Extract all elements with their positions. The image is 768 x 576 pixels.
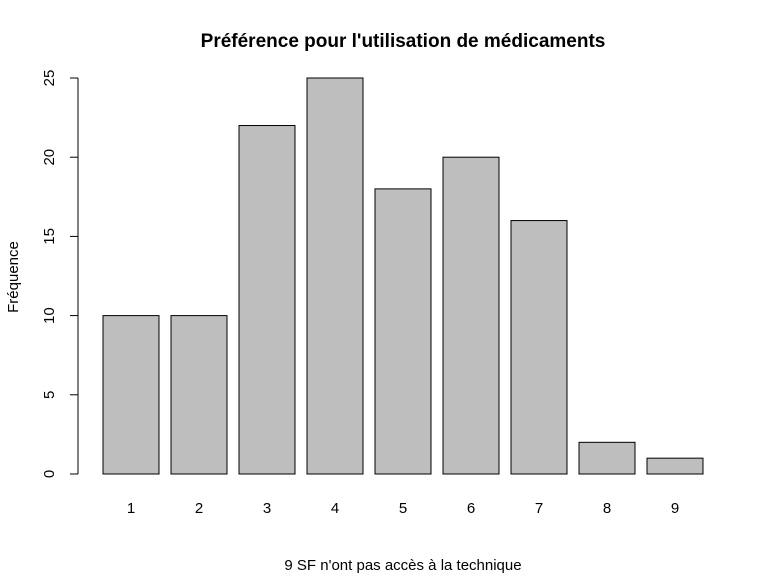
- y-tick-label: 10: [41, 307, 58, 324]
- bar-4: [306, 77, 364, 475]
- bar-1: [102, 315, 160, 475]
- x-tick-label: 9: [671, 500, 679, 517]
- x-tick-label: 5: [399, 500, 407, 517]
- bar-3: [238, 125, 296, 475]
- bar-9: [646, 457, 704, 475]
- bar-2: [170, 315, 228, 475]
- x-tick-label: 3: [263, 500, 271, 517]
- bar-5: [374, 188, 432, 475]
- x-tick-label: 7: [535, 500, 543, 517]
- bar-7: [510, 220, 568, 475]
- chart-title: Préférence pour l'utilisation de médicam…: [201, 31, 606, 52]
- y-axis: 0 5 10 15 20 25: [41, 70, 79, 478]
- y-tick-label: 25: [41, 70, 58, 87]
- bar-8: [578, 441, 636, 475]
- bar-6: [442, 156, 500, 475]
- x-tick-labels: 1 2 3 4 5 6 7 8 9: [127, 500, 679, 517]
- y-tick-label: 20: [41, 149, 58, 166]
- x-tick-label: 1: [127, 500, 135, 517]
- x-tick-label: 6: [467, 500, 475, 517]
- x-tick-label: 2: [195, 500, 203, 517]
- x-axis-label: 9 SF n'ont pas accès à la technique: [284, 557, 521, 574]
- y-tick-label: 0: [41, 470, 58, 478]
- y-axis-label: Fréquence: [5, 241, 22, 313]
- y-tick-label: 5: [41, 391, 58, 399]
- x-tick-label: 8: [603, 500, 611, 517]
- x-tick-label: 4: [331, 500, 339, 517]
- y-tick-label: 15: [41, 228, 58, 245]
- bars-group: [102, 77, 704, 475]
